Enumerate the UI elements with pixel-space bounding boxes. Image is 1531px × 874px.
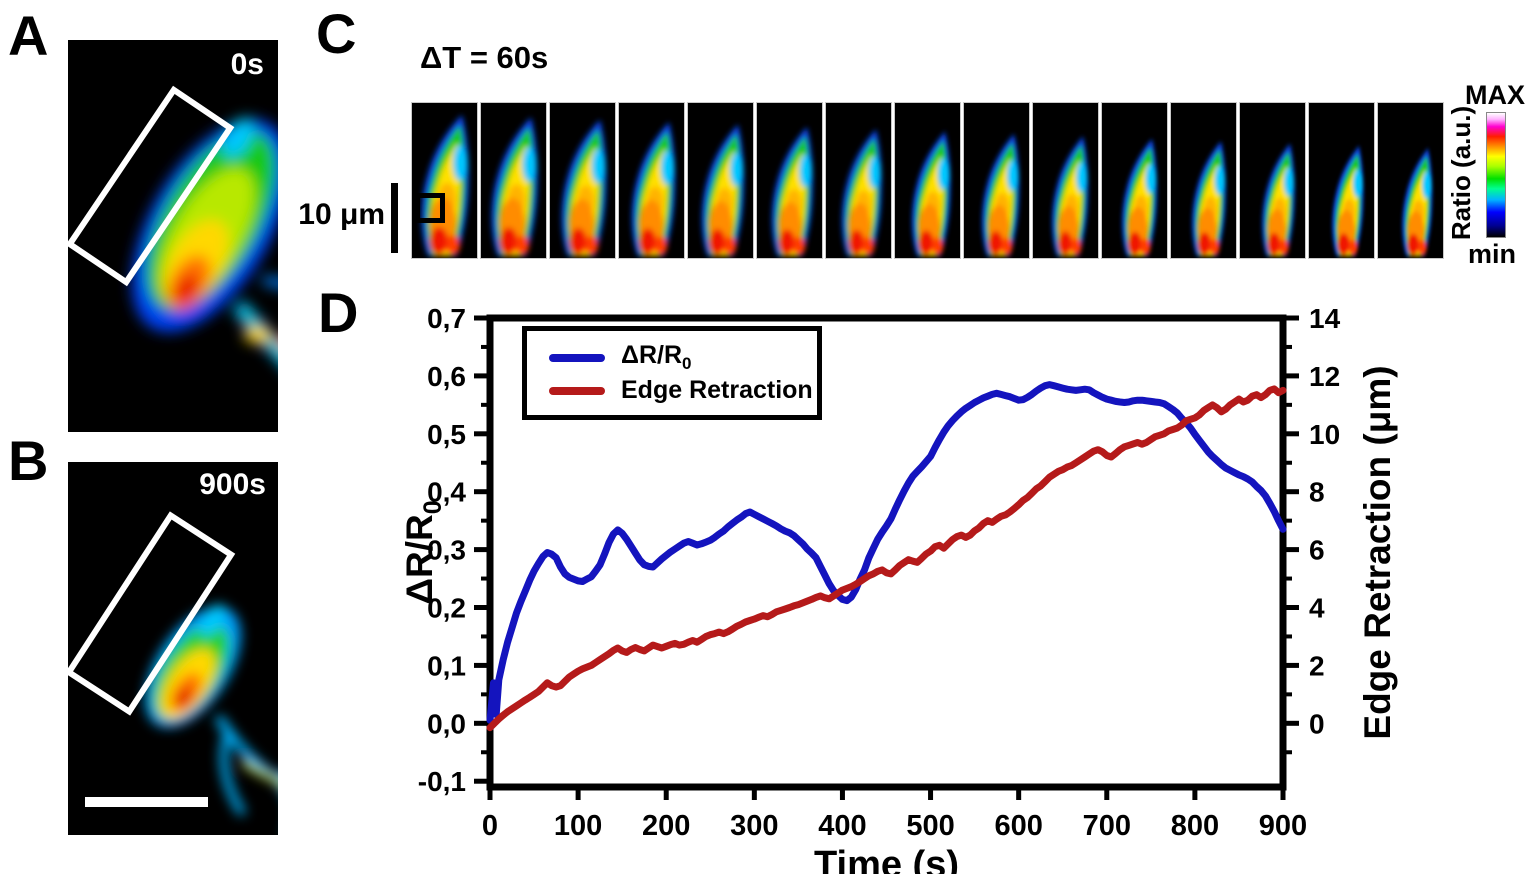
panel-b-label: B <box>8 429 49 492</box>
chart-legend: ΔR/R0 Edge Retraction <box>522 326 822 420</box>
montage-frame <box>1308 102 1375 259</box>
montage-frame <box>894 102 961 259</box>
panel-c-interval-text: ΔT = 60s <box>420 40 549 75</box>
montage-cell-image <box>841 129 882 256</box>
panel-a-image: 0s <box>68 40 278 432</box>
montage-frame <box>825 102 892 259</box>
montage-cell-image <box>1262 143 1295 256</box>
cell-fluorescence-image-b <box>145 604 278 817</box>
montage-cell-image <box>1052 136 1089 256</box>
y-left-tick-label: 0,2 <box>427 593 466 624</box>
montage-cell-image <box>491 117 538 257</box>
montage-frame <box>687 102 754 259</box>
panel-c-scale-bar <box>391 183 398 253</box>
series-edge-retraction <box>486 385 1287 732</box>
montage-cell-image <box>631 122 676 256</box>
montage-frame <box>549 102 616 259</box>
y-left-tick-label: 0,3 <box>427 535 466 566</box>
series-ratio <box>486 381 1287 724</box>
panel-a-label: A <box>8 4 49 67</box>
montage-frame <box>756 102 823 259</box>
montage-frame <box>1239 102 1306 259</box>
montage-cell-image <box>982 134 1020 256</box>
montage-frame <box>1170 102 1237 259</box>
x-tick-label: 300 <box>730 810 778 842</box>
colorbar-axis-label: Ratio (a.u.) <box>1446 105 1476 241</box>
montage-frame <box>618 102 685 259</box>
colorbar-max-label: MAX <box>1465 80 1525 110</box>
x-tick-label: 400 <box>818 810 866 842</box>
legend-label: ΔR/R0 <box>621 341 692 373</box>
y-right-tick-label: 2 <box>1309 650 1325 681</box>
panel-c-label: C <box>316 2 357 65</box>
y-right-tick-label: 8 <box>1309 477 1325 508</box>
montage-frame <box>963 102 1030 259</box>
x-tick-label: 200 <box>642 810 690 842</box>
panel-a-timestamp: 0s <box>230 48 264 81</box>
legend-entry: ΔR/R0 <box>549 341 817 374</box>
plot-frame <box>486 314 1287 791</box>
legend-entry: Edge Retraction <box>549 374 817 407</box>
legend-label: Edge Retraction <box>621 376 813 404</box>
montage-cell-image <box>911 131 951 256</box>
y-left-tick-label: 0,7 <box>427 303 466 334</box>
y-right-tick-label: 14 <box>1309 303 1341 334</box>
montage-cell-image <box>1122 138 1157 256</box>
y-right-tick-label: 0 <box>1309 708 1325 739</box>
y-right-tick-label: 6 <box>1309 535 1325 566</box>
x-axis-title: Time (s) <box>814 844 959 874</box>
cell-fluorescence-image-a <box>131 117 278 363</box>
colorbar-min-label: min <box>1467 239 1516 269</box>
y-left-tick-label: 0,6 <box>427 361 466 392</box>
y-left-tick-label: -0,1 <box>418 766 466 797</box>
panel-c-scale-text: 10 μm <box>298 198 385 231</box>
y-right-tick-label: 10 <box>1309 419 1340 450</box>
montage-cell-image <box>1332 146 1364 256</box>
montage-frame <box>480 102 547 259</box>
montage-frame <box>411 102 478 259</box>
montage-cell-image <box>771 126 813 256</box>
x-tick-label: 100 <box>554 810 602 842</box>
x-tick-label: 800 <box>1171 810 1219 842</box>
legend-line-swatch <box>549 386 605 395</box>
x-tick-label: 900 <box>1259 810 1307 842</box>
montage-cell-image <box>421 115 469 256</box>
chart-canvas: 0,70,60,50,40,30,20,10,0-0,1141210864200… <box>399 303 1398 874</box>
panel-d-label: D <box>318 281 359 344</box>
legend-line-swatch <box>549 353 605 362</box>
x-tick-label: 600 <box>994 810 1042 842</box>
y-left-tick-label: 0,4 <box>427 477 466 508</box>
montage-cell-image <box>701 124 745 257</box>
y-left-tick-label: 0,1 <box>427 650 466 681</box>
y-left-tick-label: 0,0 <box>427 708 466 739</box>
montage-frame <box>1032 102 1099 259</box>
montage-cell-image <box>1192 141 1226 256</box>
y-left-axis-title: ΔR/R0 <box>399 500 447 604</box>
panel-b-image: 900s <box>68 462 278 835</box>
y-left-tick-label: 0,5 <box>427 419 466 450</box>
x-tick-label: 700 <box>1083 810 1131 842</box>
montage-cell-image <box>561 119 607 256</box>
y-right-axis-title: Edge Retraction (μm) <box>1357 365 1398 739</box>
scale-bar-b <box>85 797 208 807</box>
y-right-tick-label: 12 <box>1309 361 1340 392</box>
panel-b-timestamp: 900s <box>199 468 266 501</box>
y-right-tick-label: 4 <box>1309 593 1325 624</box>
montage-frame <box>1101 102 1168 259</box>
montage-cell-image <box>1402 148 1433 256</box>
x-tick-label: 0 <box>482 810 498 842</box>
dual-axis-line-chart: 0,7 0,6 0,5 0,4 0,3 0,2 0,1 0,0 -0,1 14 12 10 8 6 4 2 0 0… <box>360 280 1531 874</box>
montage-roi-square <box>415 193 445 223</box>
montage-frame <box>1377 102 1444 259</box>
colorbar <box>1486 112 1506 238</box>
x-tick-label: 500 <box>906 810 954 842</box>
